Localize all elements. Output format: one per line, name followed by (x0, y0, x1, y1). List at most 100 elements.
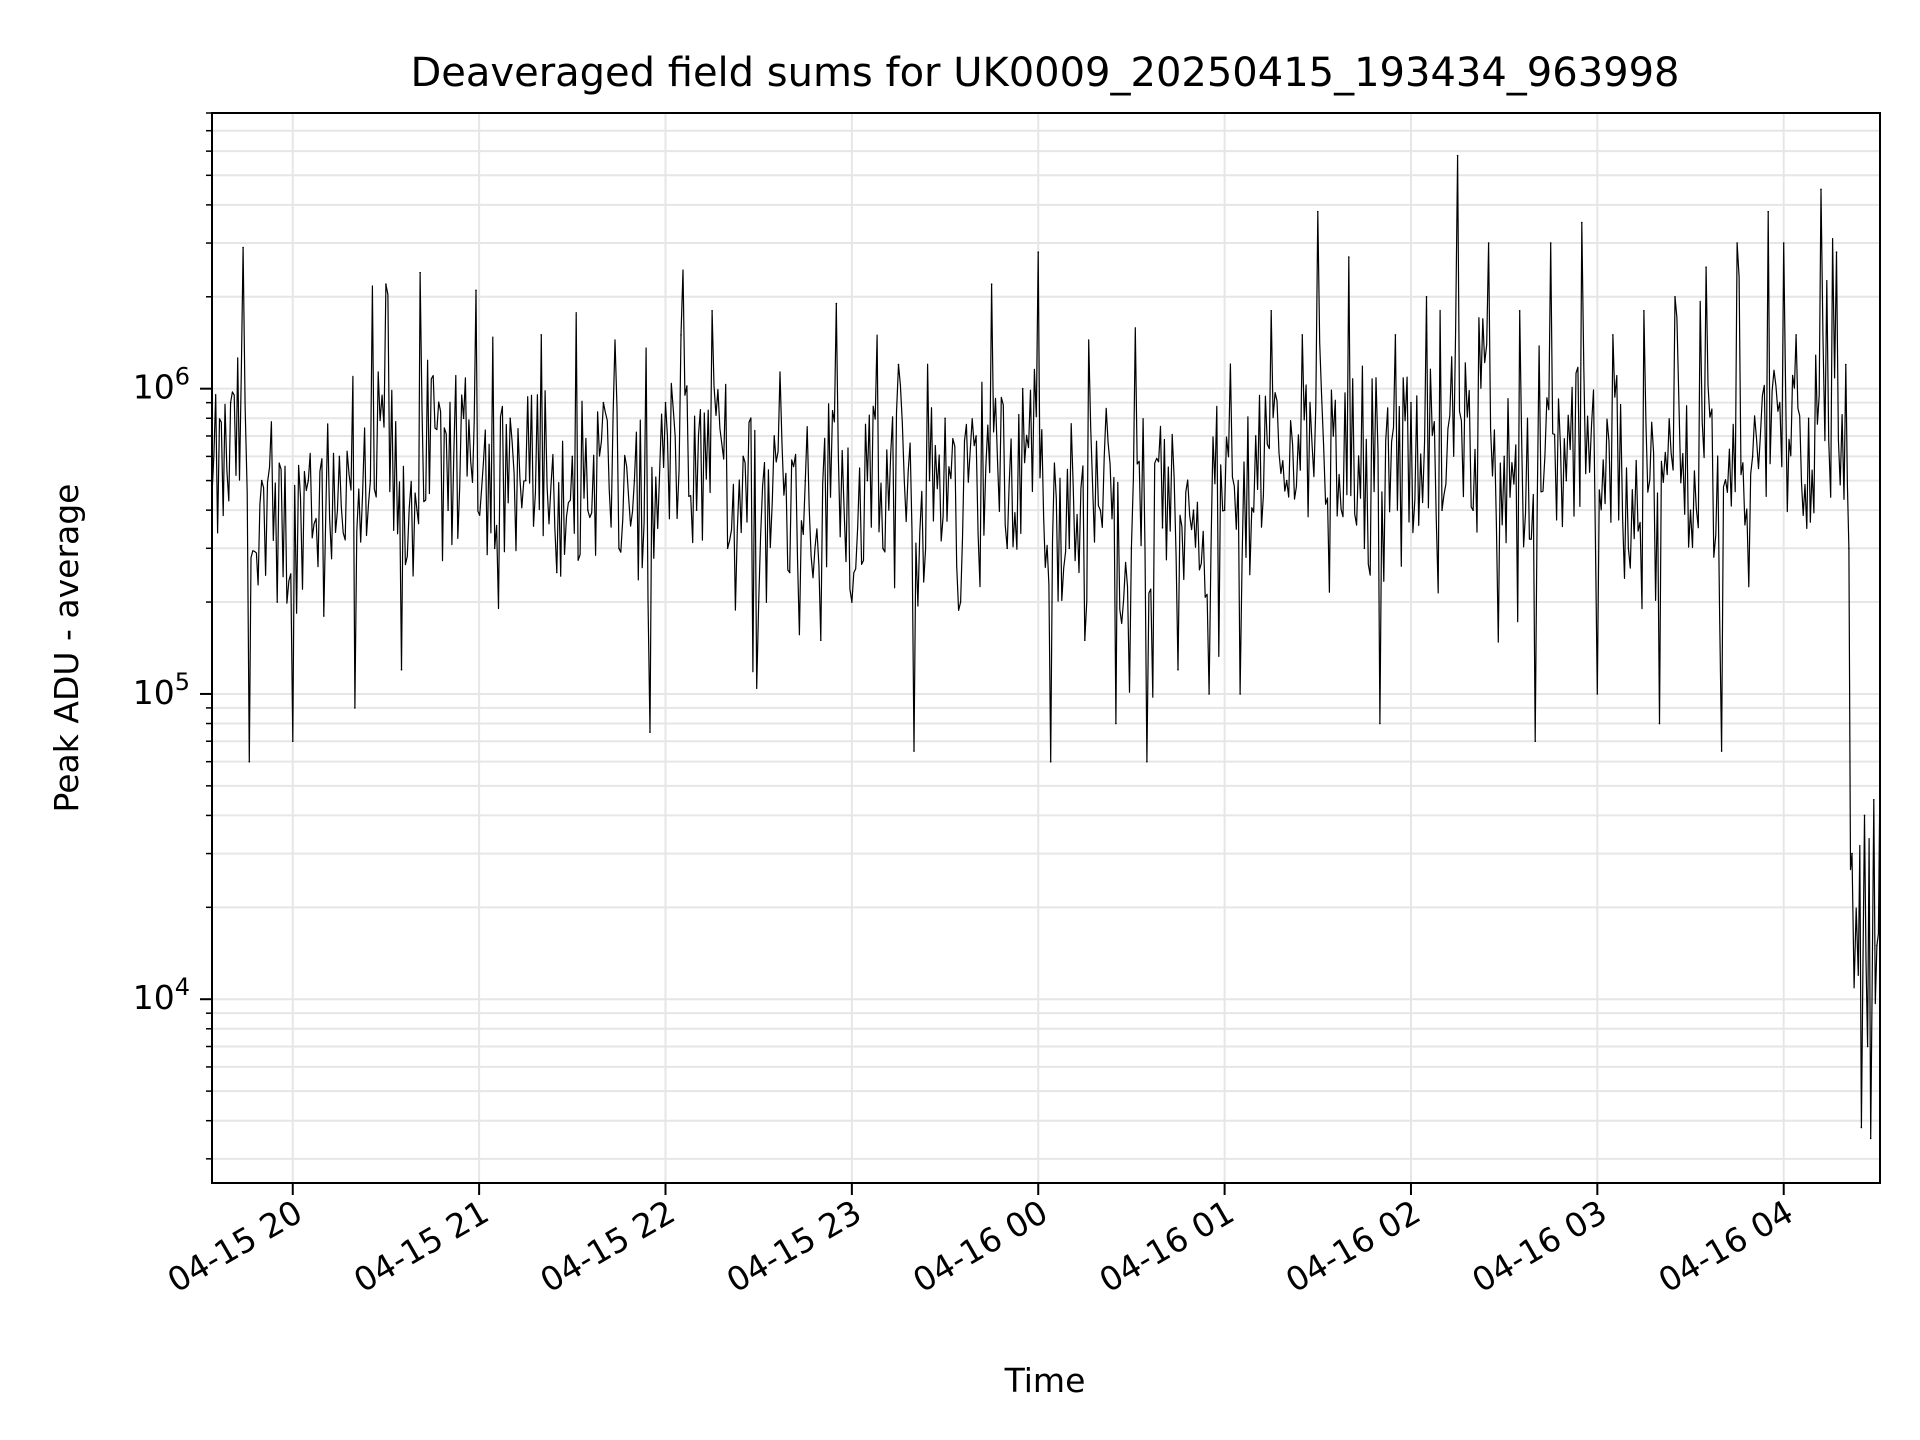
data-point (571, 455, 574, 458)
data-point (307, 479, 310, 482)
data-point (835, 302, 838, 305)
data-point (1472, 509, 1474, 511)
data-point (1394, 334, 1397, 336)
data-point (1581, 221, 1583, 224)
data-point (1751, 455, 1754, 458)
data-point (416, 509, 418, 511)
data-point (462, 417, 465, 420)
data-point (944, 417, 946, 420)
data-point (260, 479, 263, 482)
data-point (1270, 309, 1272, 312)
data-point (742, 455, 744, 458)
data-point (897, 363, 900, 366)
data-point (928, 479, 931, 482)
data-point (975, 435, 977, 437)
data-point (1130, 547, 1133, 550)
data-point (1835, 251, 1838, 253)
data-point (1705, 266, 1707, 269)
data-point (493, 547, 496, 550)
data-point (524, 479, 527, 482)
data-point (1876, 944, 1878, 947)
data-point (1866, 1045, 1869, 1048)
data-point (711, 309, 713, 312)
series-layer (211, 154, 1881, 1140)
y-tick-label: 106 (133, 363, 190, 407)
data-point (1192, 509, 1195, 511)
chart-title: Deaveraged field sums for UK0009_2025041… (410, 50, 1679, 96)
data-point (229, 401, 232, 404)
data-point (587, 509, 589, 511)
data-point (1767, 210, 1769, 213)
data-point (475, 289, 477, 292)
data-point (788, 571, 791, 574)
data-point (913, 750, 915, 752)
data-point (851, 601, 853, 603)
data-point (1363, 547, 1366, 550)
data-point (1332, 435, 1335, 437)
data-point (866, 479, 869, 482)
y-axis: 104 105 106 (133, 112, 212, 1160)
data-point (1643, 309, 1645, 312)
data-point (540, 334, 543, 336)
data-point (1456, 154, 1459, 157)
data-point (1820, 188, 1822, 191)
data-point (354, 707, 356, 709)
y-axis-label: Peak ADU - average (47, 484, 86, 813)
data-point (1807, 417, 1810, 420)
data-point (509, 417, 511, 420)
data-point (1301, 334, 1304, 336)
data-point (1410, 401, 1412, 404)
data-point (959, 601, 962, 603)
data-point (820, 639, 822, 641)
data-point (1084, 639, 1086, 641)
data-point (1037, 251, 1040, 253)
data-point (1869, 1137, 1872, 1140)
data-point (1872, 799, 1875, 801)
data-point (1720, 750, 1723, 752)
data-point (757, 601, 760, 603)
data-point (1425, 295, 1428, 298)
data-point (1534, 740, 1537, 743)
data-point (804, 479, 807, 482)
data-point (1161, 527, 1164, 529)
data-point (1860, 1126, 1863, 1129)
data-point (1795, 334, 1797, 336)
data-point (1441, 509, 1443, 511)
data-point (726, 547, 729, 550)
data-point (1518, 309, 1521, 312)
series-line (211, 155, 1881, 1139)
data-point (1146, 760, 1148, 763)
data-point (242, 246, 244, 249)
data-point (1857, 974, 1860, 976)
data-point (1348, 256, 1350, 258)
data-point (419, 271, 421, 274)
data-point (633, 479, 636, 482)
data-point (1612, 334, 1614, 336)
data-point (1782, 242, 1785, 244)
data-point (882, 547, 884, 550)
data-point (1099, 509, 1102, 511)
data-point (369, 479, 372, 482)
data-point (276, 601, 279, 603)
data-point (695, 509, 698, 511)
data-point (1503, 455, 1505, 458)
plot-frame (211, 112, 1881, 1184)
data-point (1254, 435, 1257, 437)
data-point (291, 740, 294, 743)
data-point (1177, 668, 1179, 671)
data-point (1285, 479, 1288, 482)
data-point (1863, 814, 1866, 817)
data-point (618, 547, 620, 550)
x-axis-label: Time (1004, 1361, 1086, 1400)
data-point (1068, 547, 1071, 550)
data-point (1689, 509, 1692, 511)
data-point (323, 615, 325, 617)
data-point (1848, 547, 1850, 550)
data-point (385, 283, 387, 285)
data-point (1239, 693, 1241, 695)
data-point (649, 731, 651, 733)
data-point (1851, 852, 1853, 855)
data-point (1674, 295, 1676, 298)
